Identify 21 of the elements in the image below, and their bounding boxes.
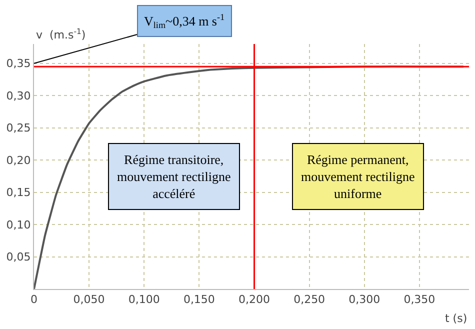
- y-tick-label: 0,10: [6, 218, 31, 232]
- annotation: Régime transitoire, mouvement rectiligne accéléré: [117, 152, 231, 201]
- y-tick-label: 0,30: [6, 89, 31, 102]
- x-tick-label: 0,300: [348, 293, 380, 306]
- x-tick-label: 0,200: [238, 293, 270, 306]
- x-tick-label: 0,250: [294, 293, 326, 306]
- x-tick-label: 0,050: [73, 293, 105, 306]
- y-tick-label: 0,25: [6, 122, 31, 135]
- y-tick-label: 0,35: [6, 57, 31, 70]
- x-tick-label: 0,150: [183, 293, 215, 306]
- annotation: V$_{lim}$~0,34 m s$^{-1}$: [144, 12, 225, 30]
- x-tick-label: 0: [30, 293, 38, 306]
- y-tick-label: 0,05: [6, 250, 31, 264]
- annotation: Régime permanent, mouvement rectiligne uniforme: [301, 152, 415, 201]
- x-tick-label: 0,350: [404, 293, 436, 306]
- x-axis-title: t (s): [445, 312, 468, 325]
- y-axis-title: v (m.s$^{-1}$): [36, 27, 86, 42]
- y-tick-label: 0,20: [6, 154, 31, 167]
- line-series: [34, 66, 464, 289]
- x-tick-label: 0,100: [128, 293, 160, 306]
- y-tick-label: 0,15: [6, 186, 31, 200]
